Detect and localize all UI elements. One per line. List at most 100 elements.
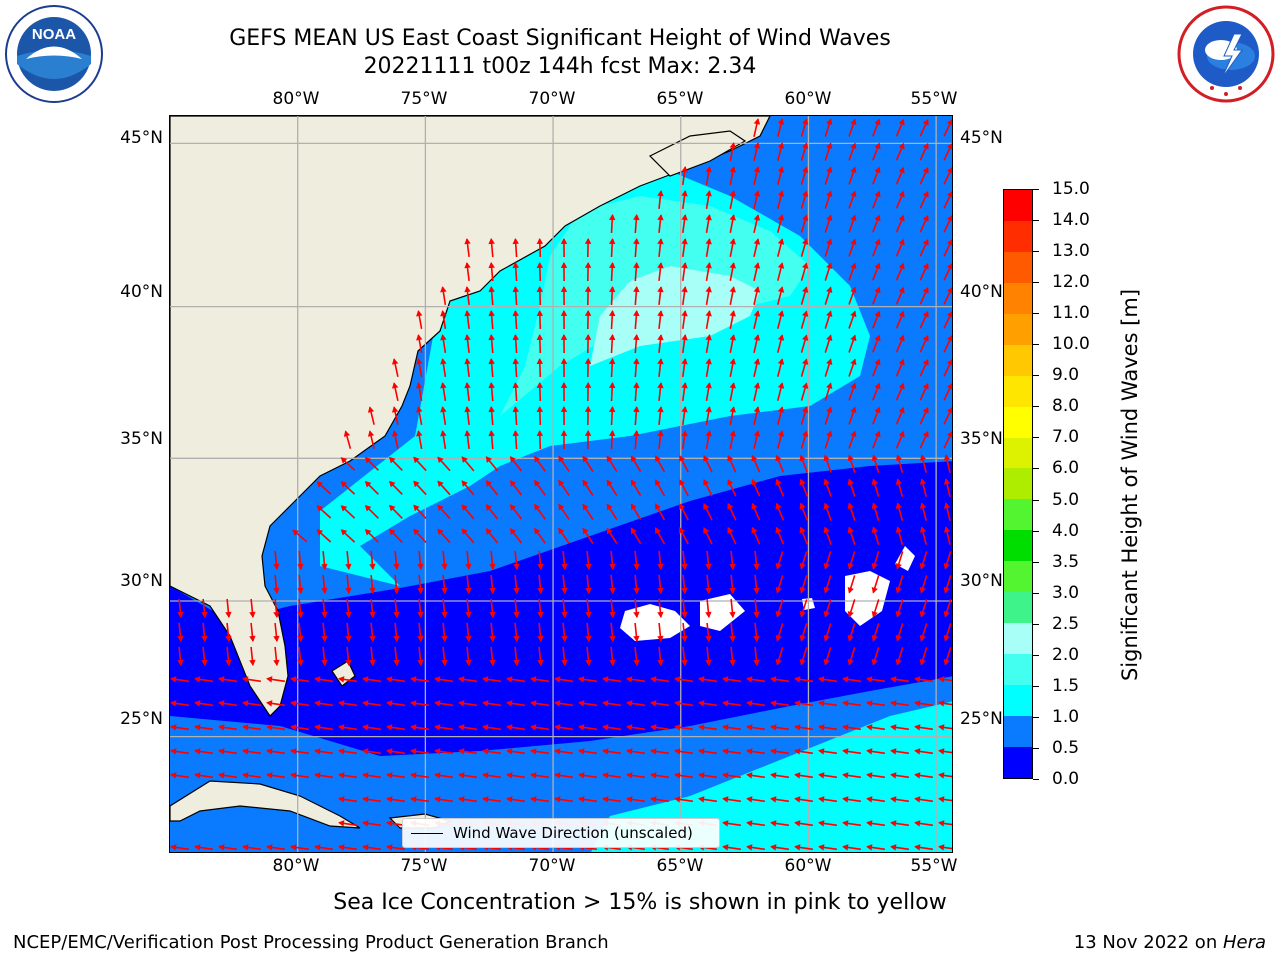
wave-direction-arrow-head (946, 119, 952, 126)
wave-direction-arrow-head (585, 611, 592, 619)
wave-direction-arrow-head (218, 772, 225, 779)
wave-direction-arrow-head (938, 724, 945, 731)
wave-direction-arrow-head (509, 504, 517, 511)
wave-direction-arrow-head (488, 309, 495, 317)
wave-direction-arrow-head (509, 456, 517, 463)
wave-direction-arrow-head (847, 562, 854, 570)
wave-direction-arrow-head (292, 529, 299, 536)
wave-direction-arrow-head (826, 262, 833, 270)
wave-direction-arrow-head (362, 820, 369, 827)
wave-direction-arrow-head (946, 143, 952, 150)
colorbar-segment (1004, 530, 1032, 562)
wave-direction-arrow-head (914, 796, 921, 803)
wave-direction-arrow-head (850, 262, 857, 270)
wave-direction-arrow-head (561, 563, 568, 571)
colorbar-segment (1004, 747, 1032, 778)
wave-direction-arrow-head (794, 796, 801, 803)
wave-direction-arrow-head (482, 772, 489, 779)
wave-direction-arrow-head (777, 214, 785, 221)
wave-direction-arrow-head (727, 454, 734, 462)
wave-direction-arrow-head (802, 190, 809, 197)
wave-direction-arrow-head (799, 454, 806, 462)
wave-direction-arrow-head (919, 562, 926, 570)
wave-direction-arrow-head (922, 262, 929, 270)
wave-direction-arrow-head (170, 844, 177, 851)
wave-direction-arrow-head (458, 748, 465, 755)
lat-tick-left-25n: 25°N (120, 709, 163, 729)
wave-direction-arrow-head (705, 563, 712, 571)
colorbar-segment (1004, 561, 1032, 593)
wave-direction-arrow-head (871, 562, 878, 570)
wave-direction-arrow-head (458, 700, 465, 707)
colorbar-tick-mark (1033, 592, 1039, 594)
lat-tick-right-40n: 40°N (960, 282, 1003, 302)
wave-direction-arrow-head (602, 748, 609, 755)
wave-direction-arrow-head (722, 820, 729, 827)
wave-direction-arrow-head (898, 310, 905, 318)
wave-direction-arrow-head (273, 611, 280, 619)
wave-direction-arrow-head (799, 634, 806, 642)
wave-direction-arrow-head (698, 796, 705, 803)
wave-direction-arrow-head (464, 382, 471, 389)
wave-direction-arrow-head (314, 724, 321, 731)
wave-direction-arrow-head (826, 214, 833, 222)
wave-direction-arrow-head (729, 262, 736, 269)
wave-direction-arrow-head (705, 310, 712, 317)
wave-direction-arrow-head (874, 118, 881, 126)
wave-direction-arrow-head (794, 844, 801, 851)
wave-direction-arrow-head (461, 456, 468, 463)
wave-direction-arrow-head (440, 310, 447, 317)
wave-direction-arrow-head (705, 635, 712, 643)
colorbar-segment (1004, 375, 1032, 407)
colorbar-segment (1004, 592, 1032, 624)
wave-direction-arrow-head (850, 406, 857, 414)
colorbar-tick-mark (1033, 468, 1039, 470)
wave-direction-arrow-head (681, 358, 688, 365)
wave-direction-arrow-head (898, 214, 905, 222)
wave-direction-arrow-head (799, 610, 806, 618)
wave-direction-arrow-head (938, 844, 945, 851)
wave-direction-arrow-head (770, 820, 777, 827)
wave-direction-arrow-head (753, 142, 761, 149)
colorbar-tick-mark (1033, 530, 1039, 532)
wave-direction-arrow-head (290, 700, 297, 707)
wave-direction-arrow-head (485, 528, 492, 535)
wave-direction-arrow-head (770, 796, 777, 803)
wave-direction-arrow-head (362, 796, 369, 803)
wave-direction-arrow-head (746, 772, 753, 779)
colorbar-tick-mark (1033, 685, 1039, 687)
wave-direction-arrow-head (465, 635, 472, 643)
wave-direction-arrow-head (388, 528, 396, 536)
wave-direction-arrow-head (554, 796, 561, 803)
wave-direction-arrow-head (943, 454, 951, 461)
wave-direction-arrow-head (417, 611, 424, 619)
wave-direction-arrow-head (871, 586, 878, 594)
wave-direction-arrow-head (850, 142, 857, 150)
wave-direction-arrow-head (386, 724, 393, 731)
wave-direction-arrow-head (578, 700, 585, 707)
wave-direction-arrow-head (753, 358, 761, 365)
wave-direction-arrow-head (775, 478, 782, 486)
wave-direction-arrow-head (681, 166, 688, 173)
wave-direction-arrow-head (722, 724, 729, 731)
wave-direction-arrow-head (746, 820, 753, 827)
wave-direction-arrow-head (874, 430, 881, 438)
colorbar-segment (1004, 623, 1032, 655)
wave-direction-arrow-head (314, 676, 321, 683)
wave-direction-arrow-head (489, 563, 496, 571)
wave-direction-arrow-head (364, 480, 372, 488)
wave-direction-arrow-head (657, 659, 664, 667)
land (170, 116, 771, 829)
wave-direction-arrow-head (609, 635, 616, 643)
wave-direction-arrow-head (746, 676, 753, 683)
wave-direction-arrow-head (794, 748, 801, 755)
wave-direction-arrow-head (488, 381, 495, 389)
wave-direction-arrow-head (177, 611, 184, 619)
wave-direction-arrow-head (582, 527, 589, 535)
wave-direction-arrow-head (530, 700, 537, 707)
wave-direction-arrow-head (626, 796, 633, 803)
colorbar-tick-label: 1.0 (1052, 706, 1080, 727)
wave-direction-arrow-head (938, 820, 945, 827)
wave-direction-arrow-head (729, 358, 736, 365)
wave-direction-arrow-head (582, 503, 589, 511)
